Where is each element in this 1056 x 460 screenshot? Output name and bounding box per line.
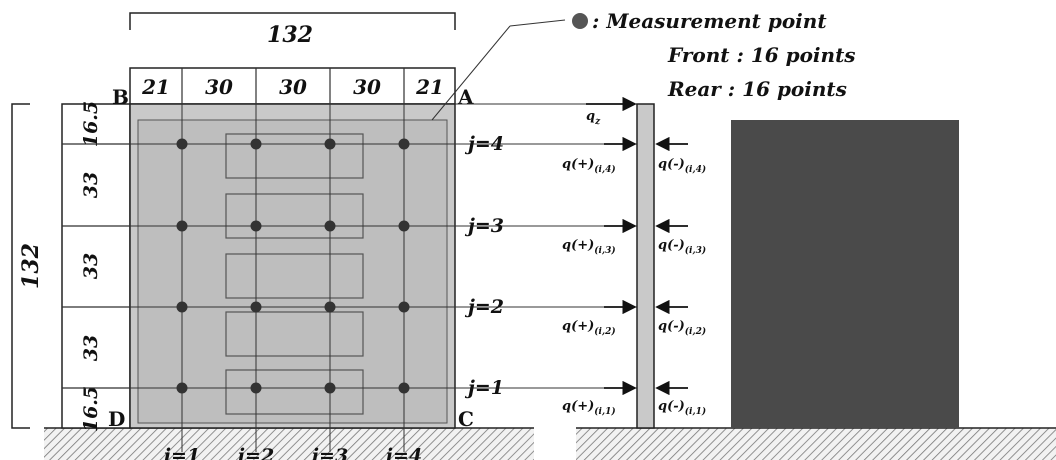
row-dimension-column — [61, 103, 131, 429]
panel-inner-frame — [137, 119, 448, 424]
measurement-point — [176, 220, 188, 232]
rear-pressure-label: q(-)(i,2) — [658, 319, 706, 337]
corner-label-b: B — [112, 85, 129, 109]
ground-hatch-left — [44, 428, 534, 460]
measurement-point — [176, 138, 188, 150]
inner-rect-5 — [225, 369, 364, 415]
column-width-2: 30 — [205, 75, 233, 99]
rear-pressure-label: q(-)(i,1) — [658, 399, 706, 417]
row-label-j1: j=1 — [464, 377, 504, 399]
front-pressure-label: q(+)(i,3) — [562, 238, 616, 256]
measurement-point — [324, 301, 336, 313]
total-width-label: 132 — [267, 22, 313, 48]
corner-label-d: D — [108, 407, 125, 431]
inner-rect-4 — [225, 311, 364, 357]
legend-marker-label: : Measurement point — [592, 9, 827, 33]
measurement-point — [250, 382, 262, 394]
measurement-point — [250, 220, 262, 232]
corner-label-a: A — [457, 85, 474, 109]
measurement-point — [176, 301, 188, 313]
row-height-5: 16.5 — [80, 386, 102, 432]
column-label-i3: i=3 — [312, 445, 348, 460]
ground-hatch-right — [576, 428, 1056, 460]
column-width-1: 21 — [141, 75, 170, 99]
row-height-3: 33 — [80, 253, 102, 279]
rear-pressure-label: q(-)(i,3) — [658, 238, 706, 256]
top-dimension-bracket — [129, 12, 456, 30]
measurement-point — [324, 382, 336, 394]
front-pressure-label: q(+)(i,4) — [562, 157, 616, 175]
measurement-point — [398, 138, 410, 150]
row-label-j4: j=4 — [464, 133, 504, 155]
inner-rect-3 — [225, 253, 364, 299]
inner-rect-1 — [225, 133, 364, 179]
left-dimension-bracket — [11, 103, 30, 429]
row-height-2: 33 — [80, 172, 102, 198]
column-label-i2: i=2 — [238, 445, 274, 460]
measurement-point — [250, 301, 262, 313]
rear-pressure-label: q(-)(i,4) — [658, 157, 706, 175]
front-pressure-label: q(+)(i,2) — [562, 319, 616, 337]
legend-front-count: Front : 16 points — [667, 43, 856, 67]
legend-marker-icon — [572, 13, 588, 29]
rear-view-block — [731, 120, 959, 428]
corner-label-c: C — [458, 407, 474, 431]
front-pressure-label: q(+)(i,1) — [562, 399, 616, 417]
total-height-label: 132 — [18, 243, 44, 289]
legend-rear-count: Rear : 16 points — [667, 77, 847, 101]
row-height-4: 33 — [80, 335, 102, 361]
measurement-point — [250, 138, 262, 150]
row-label-j3: j=3 — [464, 215, 504, 237]
top-load-label: qz — [586, 109, 601, 127]
row-height-1: 16.5 — [80, 101, 102, 147]
measurement-point — [324, 138, 336, 150]
column-width-4: 30 — [353, 75, 381, 99]
measurement-point — [398, 220, 410, 232]
measurement-point — [398, 382, 410, 394]
row-label-j2: j=2 — [464, 296, 504, 318]
column-width-5: 21 — [415, 75, 444, 99]
column-label-i1: i=1 — [164, 445, 200, 460]
legend-leader-line — [431, 25, 511, 121]
measurement-point — [324, 220, 336, 232]
measurement-point — [176, 382, 188, 394]
measurement-point — [398, 301, 410, 313]
column-dimension-row — [129, 67, 456, 105]
measurement-points — [176, 138, 410, 394]
side-view-plate — [636, 103, 655, 429]
inner-rect-2 — [225, 193, 364, 239]
column-width-3: 30 — [279, 75, 307, 99]
column-label-i4: i=4 — [386, 445, 422, 460]
